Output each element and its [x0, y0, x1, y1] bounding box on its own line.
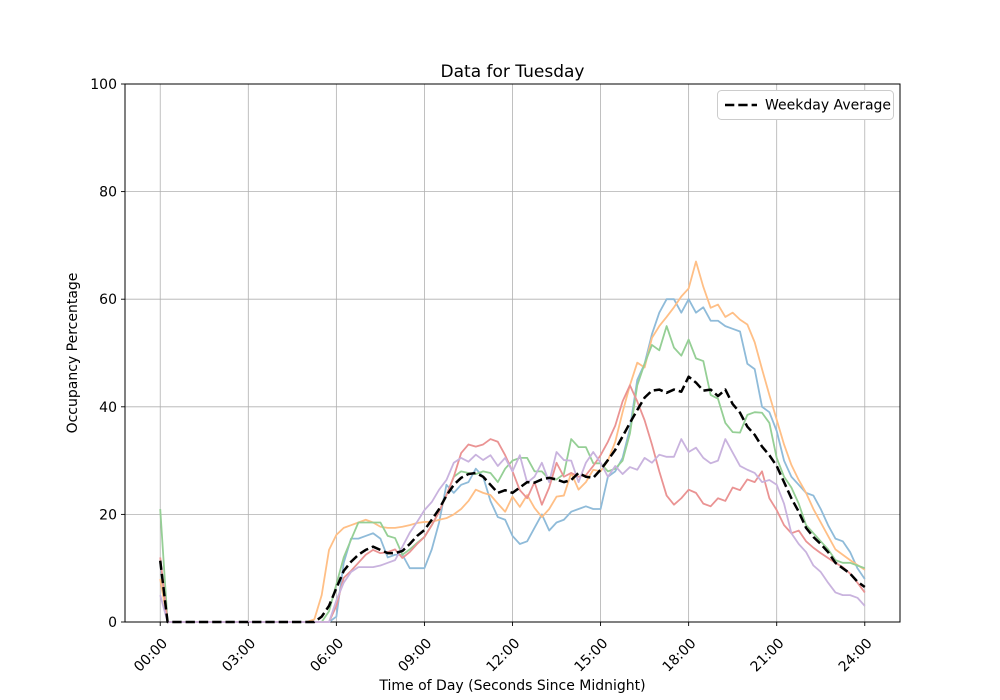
y-tick-label: 60 — [99, 292, 117, 308]
y-tick-label: 100 — [90, 77, 117, 93]
legend: Weekday Average — [717, 90, 894, 120]
average-line — [158, 375, 866, 624]
y-tick-label: 20 — [99, 507, 117, 523]
x-tick-label: 09:00 — [395, 636, 435, 676]
legend-box — [717, 90, 894, 120]
y-tick-label: 40 — [99, 400, 117, 416]
chart-title: Data for Tuesday — [441, 62, 585, 82]
y-axis-label: Occupancy Percentage — [65, 273, 81, 434]
x-tick-label: 06:00 — [307, 636, 347, 676]
y-tick-label: 0 — [108, 615, 117, 631]
series-layer — [158, 260, 866, 624]
x-tick-label: 21:00 — [748, 636, 788, 676]
y-tick-label: 80 — [99, 185, 117, 201]
tick-layer: 00:00 03:00 06:00 09:00 12:00 15:00 18:00 21:00… — [90, 77, 875, 675]
x-tick-label: 24:00 — [836, 636, 876, 676]
x-tick-label: 18:00 — [660, 636, 700, 676]
series-line-series-5 — [159, 438, 866, 623]
legend-item-label: Weekday Average — [765, 98, 891, 114]
grid-layer — [125, 83, 900, 623]
x-tick-label: 12:00 — [483, 636, 523, 676]
x-tick-label: 00:00 — [131, 636, 171, 676]
x-tick-label: 03:00 — [219, 636, 259, 676]
x-tick-label: 15:00 — [572, 636, 612, 676]
x-axis-label: Time of Day (Seconds Since Midnight) — [378, 678, 645, 694]
